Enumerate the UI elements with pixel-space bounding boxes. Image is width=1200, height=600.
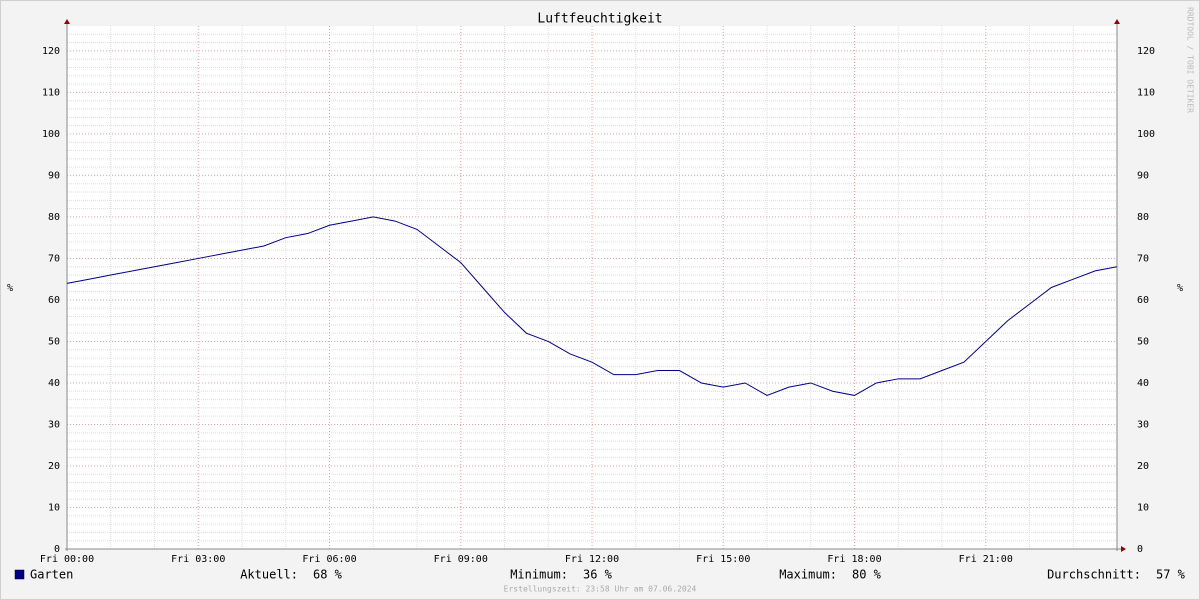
y2-tick-label: 0 <box>1137 544 1143 555</box>
x-tick-label: Fri 12:00 <box>565 554 619 565</box>
x-tick-label: Fri 00:00 <box>40 554 94 565</box>
y-tick-label: 60 <box>48 295 60 306</box>
y2-tick-label: 30 <box>1137 419 1149 430</box>
y2-tick-label: 40 <box>1137 378 1149 389</box>
y2-axis-label: % <box>1177 283 1183 294</box>
x-tick-label: Fri 09:00 <box>434 554 488 565</box>
x-tick-label: Fri 03:00 <box>171 554 225 565</box>
x-tick-label: Fri 06:00 <box>302 554 356 565</box>
y-tick-label: 0 <box>54 544 60 555</box>
y-tick-label: 80 <box>48 212 60 223</box>
y-axis-label: % <box>7 283 13 294</box>
stat-value: 68 % <box>313 568 343 582</box>
stat-value: 80 % <box>852 568 882 582</box>
y2-tick-label: 50 <box>1137 336 1149 347</box>
axis-arrow <box>64 19 70 24</box>
axis-arrow <box>1114 19 1120 24</box>
stat-label: Maximum: <box>779 568 837 582</box>
y-tick-label: 70 <box>48 253 60 264</box>
y-tick-label: 40 <box>48 378 60 389</box>
axis-arrow <box>1121 546 1126 552</box>
y-tick-label: 90 <box>48 170 60 181</box>
y2-tick-label: 110 <box>1137 87 1155 98</box>
y-tick-label: 100 <box>42 129 60 140</box>
footnote: Erstellungszeit: 23:58 Uhr am 07.06.2024 <box>504 585 697 594</box>
y2-tick-label: 100 <box>1137 129 1155 140</box>
y-tick-label: 10 <box>48 502 60 513</box>
y2-tick-label: 80 <box>1137 212 1149 223</box>
legend-swatch <box>14 569 25 580</box>
y-tick-label: 20 <box>48 461 60 472</box>
stat-label: Minimum: <box>510 568 568 582</box>
stat-value: 57 % <box>1156 568 1186 582</box>
stat-label: Aktuell: <box>240 568 298 582</box>
y2-tick-label: 20 <box>1137 461 1149 472</box>
watermark: RRDTOOL / TOBI OETIKER <box>1186 7 1195 113</box>
x-tick-label: Fri 18:00 <box>827 554 881 565</box>
y2-tick-label: 70 <box>1137 253 1149 264</box>
x-tick-label: Fri 21:00 <box>959 554 1013 565</box>
y2-tick-label: 120 <box>1137 46 1155 57</box>
x-tick-label: Fri 15:00 <box>696 554 750 565</box>
y2-tick-label: 90 <box>1137 170 1149 181</box>
y2-tick-label: 10 <box>1137 502 1149 513</box>
y-tick-label: 30 <box>48 419 60 430</box>
data-line <box>66 216 1118 396</box>
legend-label: Garten <box>30 568 73 582</box>
stat-value: 36 % <box>583 568 613 582</box>
y-tick-label: 120 <box>42 46 60 57</box>
y-tick-label: 110 <box>42 87 60 98</box>
chart-title: Luftfeuchtigkeit <box>537 12 662 27</box>
y2-tick-label: 60 <box>1137 295 1149 306</box>
y-tick-label: 50 <box>48 336 60 347</box>
stat-label: Durchschnitt: <box>1047 568 1141 582</box>
